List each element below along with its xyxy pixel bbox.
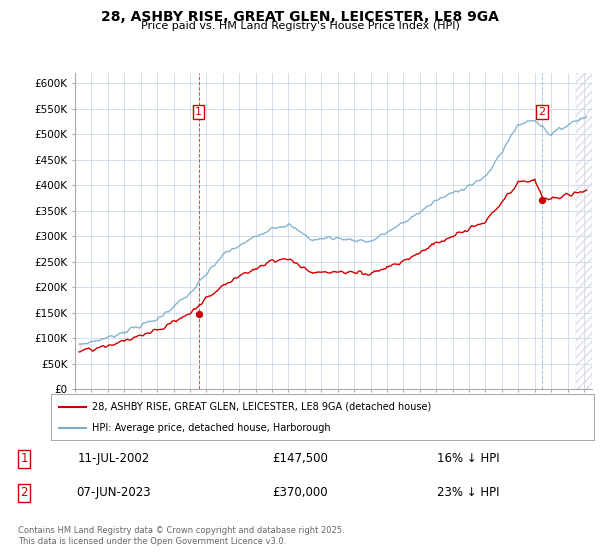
Text: 2: 2 [538,108,545,118]
Text: 11-JUL-2002: 11-JUL-2002 [78,452,150,465]
Text: 28, ASHBY RISE, GREAT GLEN, LEICESTER, LE8 9GA (detached house): 28, ASHBY RISE, GREAT GLEN, LEICESTER, L… [92,402,431,412]
Text: 2: 2 [20,486,28,500]
Point [537,196,547,205]
Text: 1: 1 [20,452,28,465]
Text: £370,000: £370,000 [272,486,328,500]
Point [194,310,203,319]
Text: £147,500: £147,500 [272,452,328,465]
Text: Contains HM Land Registry data © Crown copyright and database right 2025.
This d: Contains HM Land Registry data © Crown c… [18,526,344,546]
Text: HPI: Average price, detached house, Harborough: HPI: Average price, detached house, Harb… [92,423,331,433]
Text: 1: 1 [195,108,202,118]
Text: 07-JUN-2023: 07-JUN-2023 [77,486,151,500]
Text: 28, ASHBY RISE, GREAT GLEN, LEICESTER, LE8 9GA: 28, ASHBY RISE, GREAT GLEN, LEICESTER, L… [101,10,499,24]
Text: 16% ↓ HPI: 16% ↓ HPI [437,452,499,465]
Text: Price paid vs. HM Land Registry's House Price Index (HPI): Price paid vs. HM Land Registry's House … [140,21,460,31]
Text: 23% ↓ HPI: 23% ↓ HPI [437,486,499,500]
